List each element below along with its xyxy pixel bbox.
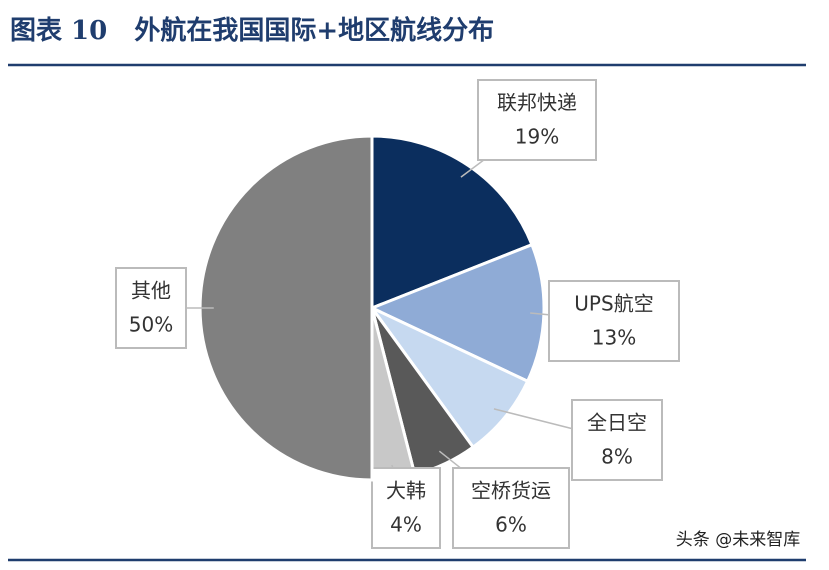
slice-label: 其他: [131, 279, 171, 303]
slice-label: UPS航空: [574, 292, 653, 316]
slice-label: 空桥货运: [471, 479, 551, 503]
value-label: 50%: [129, 313, 173, 337]
slice-label: 全日空: [587, 411, 647, 435]
callout-box: [477, 79, 597, 161]
value-label: 4%: [390, 513, 422, 537]
value-label: 19%: [515, 125, 559, 149]
slice-label: 联邦快递: [497, 91, 577, 115]
callout-box: [452, 467, 570, 549]
callout-box: [548, 280, 680, 362]
chart-title: 图表 10 外航在我国国际+地区航线分布: [10, 15, 494, 46]
value-label: 6%: [495, 513, 527, 537]
callout-box: [571, 399, 663, 481]
pie-slice: [370, 134, 534, 311]
pie-slice: [368, 242, 546, 384]
value-label: 13%: [592, 326, 636, 350]
callout-box: [115, 267, 187, 349]
slice-label: 大韩: [386, 479, 426, 503]
watermark: 头条 @未来智库: [676, 530, 800, 550]
value-label: 8%: [601, 445, 633, 469]
callout-box: [371, 467, 441, 549]
